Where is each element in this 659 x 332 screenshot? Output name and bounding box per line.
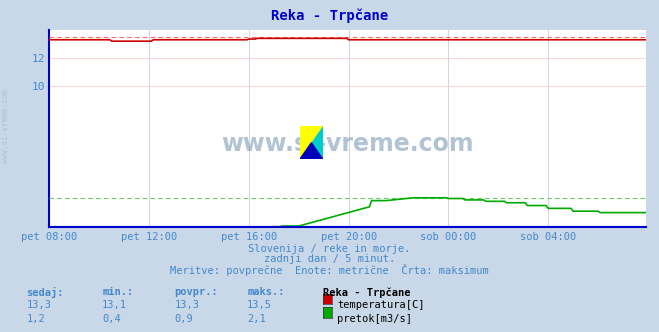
Text: 0,4: 0,4 [102,314,121,324]
Text: 1,2: 1,2 [26,314,45,324]
Text: Slovenija / reke in morje.: Slovenija / reke in morje. [248,244,411,254]
Text: temperatura[C]: temperatura[C] [337,300,425,310]
Text: Reka - Trpčane: Reka - Trpčane [271,8,388,23]
Text: 13,1: 13,1 [102,300,127,310]
Text: Meritve: povprečne  Enote: metrične  Črta: maksimum: Meritve: povprečne Enote: metrične Črta:… [170,264,489,276]
Text: povpr.:: povpr.: [175,287,218,297]
Text: Reka - Trpčane: Reka - Trpčane [323,287,411,298]
Polygon shape [300,143,323,159]
Text: www.si-vreme.com: www.si-vreme.com [221,132,474,156]
Text: zadnji dan / 5 minut.: zadnji dan / 5 minut. [264,254,395,264]
Text: 0,9: 0,9 [175,314,193,324]
Text: min.:: min.: [102,287,133,297]
Text: pretok[m3/s]: pretok[m3/s] [337,314,413,324]
Text: www.si-vreme.com: www.si-vreme.com [1,89,10,163]
Polygon shape [300,126,323,159]
Text: 13,3: 13,3 [175,300,200,310]
Polygon shape [300,126,323,159]
Text: sedaj:: sedaj: [26,287,64,298]
Text: 13,3: 13,3 [26,300,51,310]
Text: maks.:: maks.: [247,287,285,297]
Text: 13,5: 13,5 [247,300,272,310]
Text: 2,1: 2,1 [247,314,266,324]
